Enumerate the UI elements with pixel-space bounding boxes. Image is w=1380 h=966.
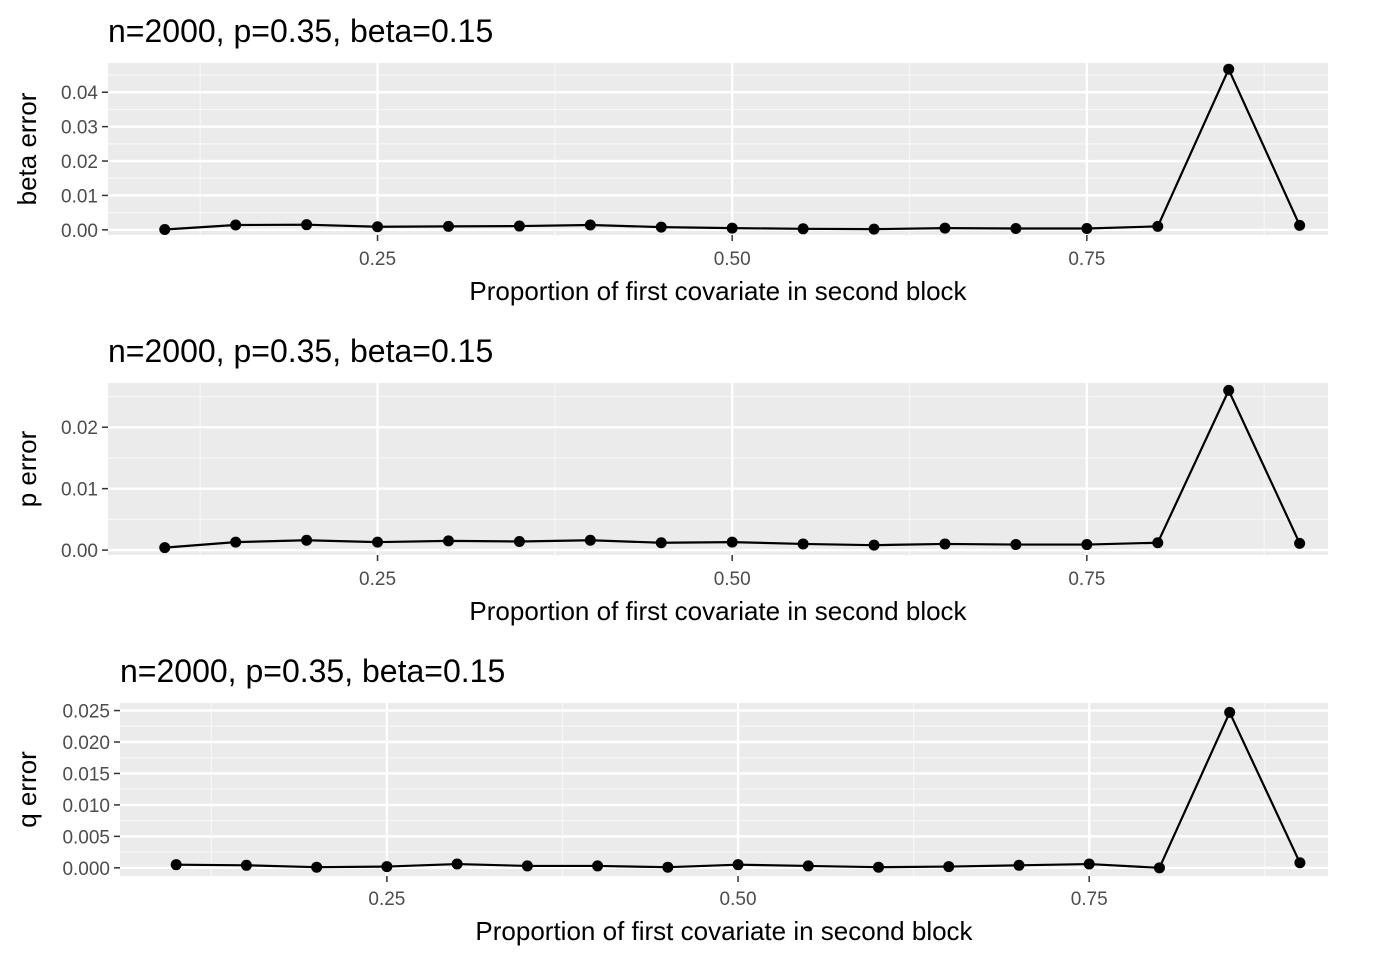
data-point: [301, 219, 313, 231]
data-point: [797, 538, 809, 550]
y-tick-label: 0.04: [61, 83, 98, 104]
x-tick-label: 0.25: [359, 569, 396, 590]
x-tick-label: 0.25: [359, 249, 396, 270]
data-point: [1081, 539, 1093, 551]
data-point: [1294, 857, 1306, 869]
y-axis-title: beta error: [12, 92, 42, 205]
data-point: [732, 859, 744, 871]
data-point: [451, 858, 463, 870]
y-tick-label: 0.02: [61, 418, 98, 439]
x-tick-label: 0.50: [714, 569, 751, 590]
data-point: [159, 542, 171, 554]
data-point: [1294, 537, 1306, 549]
data-point: [943, 861, 955, 873]
data-point: [372, 536, 384, 548]
data-point: [584, 219, 596, 231]
data-point: [311, 861, 323, 873]
data-point: [230, 536, 242, 548]
x-tick-label: 0.75: [1068, 249, 1105, 270]
data-point: [442, 535, 454, 547]
chart-panel-3: 0.25 0.50 0.75 0.000 0.005 0.010 0.015 0.020 0.0…: [12, 653, 1328, 946]
data-point: [1294, 219, 1306, 231]
data-point: [521, 860, 533, 872]
data-point: [513, 220, 525, 232]
x-axis-title: Proportion of first covariate in second …: [475, 916, 973, 946]
y-tick-label: 0.010: [62, 796, 110, 817]
y-tick-label: 0.020: [62, 733, 110, 754]
y-tick-label: 0.00: [61, 221, 98, 242]
y-tick-label: 0.00: [61, 541, 98, 562]
data-point: [442, 220, 454, 232]
y-tick-label: 0.01: [61, 186, 98, 207]
y-axis-title: q error: [12, 751, 42, 828]
x-tick-label: 0.50: [720, 889, 757, 910]
data-point: [655, 221, 667, 233]
data-point: [726, 222, 738, 234]
data-point: [1223, 63, 1235, 75]
y-tick-label: 0.005: [62, 827, 110, 848]
data-point: [1010, 222, 1022, 234]
chart-title: n=2000, p=0.35, beta=0.15: [120, 653, 505, 689]
x-tick-label: 0.75: [1068, 569, 1105, 590]
x-tick-label: 0.75: [1071, 889, 1108, 910]
data-point: [230, 219, 242, 231]
data-point: [1081, 222, 1093, 234]
x-axis-title: Proportion of first covariate in second …: [469, 276, 967, 306]
data-point: [939, 222, 951, 234]
x-axis-title: Proportion of first covariate in second …: [469, 596, 967, 626]
data-point: [655, 537, 667, 549]
data-point: [797, 223, 809, 235]
data-point: [1010, 539, 1022, 551]
data-point: [1223, 384, 1235, 396]
y-axis-title: p error: [12, 430, 42, 507]
data-point: [592, 860, 604, 872]
y-tick-label: 0.025: [62, 702, 110, 723]
data-point: [159, 223, 171, 235]
panel-background: [108, 383, 1328, 555]
data-point: [662, 861, 674, 873]
panel-background: [108, 63, 1328, 235]
x-tick-label: 0.50: [714, 249, 751, 270]
data-point: [381, 861, 393, 873]
x-tick-label: 0.25: [368, 889, 405, 910]
data-point: [584, 534, 596, 546]
data-point: [1083, 858, 1095, 870]
data-point: [1152, 220, 1164, 232]
data-point: [868, 539, 880, 551]
data-point: [240, 859, 252, 871]
data-point: [1153, 862, 1165, 874]
data-point: [513, 535, 525, 547]
data-point: [1013, 859, 1025, 871]
data-point: [939, 538, 951, 550]
data-point: [726, 536, 738, 548]
chart-title: n=2000, p=0.35, beta=0.15: [108, 13, 493, 49]
chart-panel-2: 0.25 0.50 0.75 0.00 0.01 0.02 n=2000, p=0.35, …: [12, 333, 1328, 626]
data-point: [170, 859, 182, 871]
chart-panel-1: 0.25 0.50 0.75 0.00 0.01 0.02 0.03 0.04 n=2000, …: [12, 13, 1328, 306]
data-point: [301, 534, 313, 546]
data-point: [873, 861, 885, 873]
data-point: [1224, 706, 1236, 718]
y-tick-label: 0.015: [62, 764, 110, 785]
data-point: [868, 223, 880, 235]
data-point: [1152, 537, 1164, 549]
y-tick-label: 0.01: [61, 480, 98, 501]
y-tick-label: 0.000: [62, 859, 110, 880]
y-tick-label: 0.03: [61, 118, 98, 139]
data-point: [802, 860, 814, 872]
y-tick-label: 0.02: [61, 152, 98, 173]
data-point: [372, 221, 384, 233]
chart-title: n=2000, p=0.35, beta=0.15: [108, 333, 493, 369]
